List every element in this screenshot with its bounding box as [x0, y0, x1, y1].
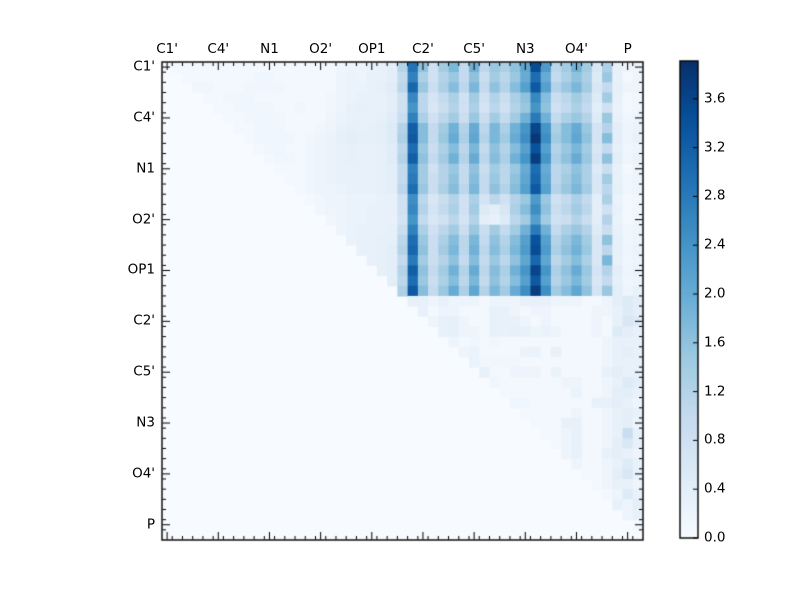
y-tick-label-C1': C1' — [133, 58, 155, 75]
x-tick-label-N3: N3 — [515, 41, 535, 57]
x-tick-label-C4': C4' — [207, 41, 230, 57]
colorbar-tick-label-0.4: 0.4 — [704, 480, 726, 497]
colorbar-tick-label-2.0: 2.0 — [704, 285, 726, 302]
y-tick-label-OP1: OP1 — [127, 261, 155, 278]
x-tick-label-C1': C1' — [156, 41, 178, 57]
y-tick-label-N1: N1 — [136, 160, 155, 177]
x-tick-label-C5': C5' — [463, 41, 485, 57]
y-tick-label-N3: N3 — [136, 414, 155, 431]
colorbar-tick-label-2.4: 2.4 — [704, 236, 726, 253]
colorbar-tick-label-0.0: 0.0 — [704, 529, 726, 546]
colorbar-tick-label-1.6: 1.6 — [704, 334, 726, 351]
y-tick-label-O4': O4' — [132, 465, 155, 482]
colorbar-tick-label-3.6: 3.6 — [704, 90, 726, 107]
y-tick-label-C2': C2' — [133, 312, 155, 329]
y-tick-label-O2': O2' — [132, 211, 155, 228]
x-tick-label-OP1: OP1 — [358, 41, 386, 57]
y-tick-label-C4': C4' — [133, 109, 155, 126]
x-tick-label-P: P — [623, 41, 632, 57]
x-tick-label-N1: N1 — [260, 41, 279, 57]
x-tick-label-O2': O2' — [309, 41, 333, 57]
colorbar-tick-label-0.8: 0.8 — [704, 431, 726, 448]
x-tick-label-C2': C2' — [412, 41, 434, 57]
colorbar-tick-label-3.2: 3.2 — [704, 139, 726, 156]
x-tick-label-O4': O4' — [565, 41, 588, 57]
y-tick-label-P: P — [146, 516, 155, 533]
colorbar-tick-label-2.8: 2.8 — [704, 187, 726, 204]
y-tick-label-C5': C5' — [133, 363, 155, 380]
colorbar-tick-label-1.2: 1.2 — [704, 383, 726, 400]
